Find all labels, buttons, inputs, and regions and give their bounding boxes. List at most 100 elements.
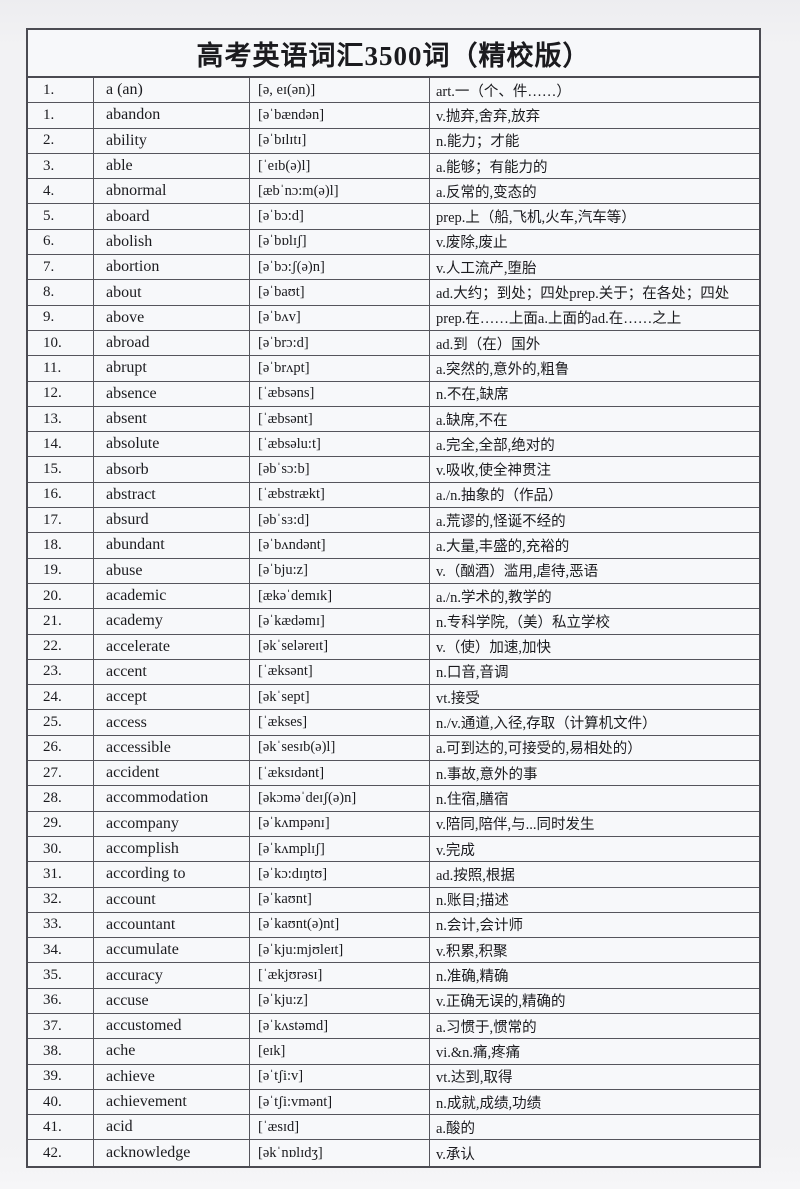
row-number-cell: 37. (43, 1017, 62, 1034)
word-cell: academy (93, 609, 249, 634)
meaning-cell: prep.上（船,飞机,火车,汽车等） (429, 204, 759, 229)
table-row: 19. abuse [əˈbju:z] v.（酗酒）滥用,虐待,恶语 (28, 558, 759, 584)
word-cell: account (93, 887, 249, 912)
meaning-cell: a./n.抽象的（作品） (429, 482, 759, 508)
phonetic-cell: [ə, eɪ(ən)] (249, 78, 429, 103)
phonetic-cell: [əˈbʌv] (249, 305, 429, 330)
meaning-cell: v.人工流产,堕胎 (429, 255, 759, 280)
meaning-cell: prep.在……上面a.上面的ad.在……之上 (429, 305, 759, 330)
word-cell: about (93, 280, 249, 305)
phonetic-cell: [əbˈsɔ:b] (249, 457, 429, 482)
meaning-cell: v.承认 (429, 1140, 759, 1166)
row-number-cell: 28. (43, 789, 62, 806)
row-number-cell: 7. (43, 258, 55, 275)
row-number-cell: 24. (43, 688, 62, 705)
row-number-cell: 12. (43, 385, 62, 402)
phonetic-cell: [əˈkaʊnt(ə)nt] (249, 912, 429, 938)
word-cell: absurd (93, 508, 249, 533)
table-row: 1. a (an) [ə, eɪ(ən)] art.一（个、件……） (28, 78, 759, 104)
word-cell: able (93, 153, 249, 179)
word-cell: accessible (93, 735, 249, 761)
word-cell: acknowledge (93, 1140, 249, 1166)
meaning-cell: ad.按照,根据 (429, 862, 759, 887)
word-cell: abundant (93, 533, 249, 558)
table-row: 5. aboard [əˈbɔ:d] prep.上（船,飞机,火车,汽车等） (28, 204, 759, 230)
phonetic-cell: [əˈkaʊnt] (249, 887, 429, 912)
row-number-cell: 5. (43, 208, 55, 225)
row-number-cell: 42. (43, 1144, 62, 1161)
phonetic-cell: [ˈæksənt] (249, 659, 429, 685)
row-number-cell: 38. (43, 1042, 62, 1059)
phonetic-cell: [əkˈsept] (249, 685, 429, 710)
row-number-cell: 29. (43, 815, 62, 832)
table-row: 1. abandon [əˈbændən] v.抛弃,舍弃,放弃 (28, 103, 759, 129)
word-cell: accelerate (93, 634, 249, 659)
row-number-cell: 19. (43, 562, 62, 579)
phonetic-cell: [ækəˈdemɪk] (249, 583, 429, 609)
table-row: 31. according to [əˈkɔ:dɪŋtʊ] ad.按照,根据 (28, 862, 759, 888)
phonetic-cell: [əˈbɪlɪtɪ] (249, 128, 429, 153)
word-cell: absent (93, 406, 249, 432)
row-number-cell: 2. (43, 132, 55, 149)
word-cell: acid (93, 1115, 249, 1140)
row-number-cell: 36. (43, 992, 62, 1009)
phonetic-cell: [əˈkju:mjʊleɪt] (249, 938, 429, 963)
meaning-cell: a./n.学术的,教学的 (429, 583, 759, 609)
meaning-cell: ad.到（在）国外 (429, 330, 759, 356)
table-row: 29. accompany [əˈkʌmpənɪ] v.陪同,陪伴,与...同时… (28, 811, 759, 837)
table-row: 4. abnormal [æbˈnɔ:m(ə)l] a.反常的,变态的 (28, 179, 759, 205)
meaning-cell: a.缺席,不在 (429, 406, 759, 432)
table-row: 40. achievement [əˈtʃi:vmənt] n.成就,成绩,功绩 (28, 1089, 759, 1116)
word-cell: accommodation (93, 786, 249, 811)
meaning-cell: n.能力；才能 (429, 128, 759, 153)
table-row: 13. absent [ˈæbsənt] a.缺席,不在 (28, 406, 759, 433)
word-cell: accident (93, 761, 249, 786)
meaning-cell: ad.大约；到处；四处prep.关于；在各处；四处 (429, 280, 759, 305)
table-row: 15. absorb [əbˈsɔ:b] v.吸收,使全神贯注 (28, 457, 759, 483)
word-cell: aboard (93, 204, 249, 229)
word-cell: abortion (93, 255, 249, 280)
table-row: 16. abstract [ˈæbstrækt] a./n.抽象的（作品） (28, 482, 759, 509)
word-cell: above (93, 305, 249, 330)
meaning-cell: v.陪同,陪伴,与...同时发生 (429, 811, 759, 836)
row-number-cell: 15. (43, 461, 62, 478)
vocab-table-body: 1. a (an) [ə, eɪ(ən)] art.一（个、件……） 1. ab… (28, 78, 759, 1166)
phonetic-cell: [ˈæbstrækt] (249, 482, 429, 508)
meaning-cell: v.（酗酒）滥用,虐待,恶语 (429, 558, 759, 583)
table-row: 24. accept [əkˈsept] vt.接受 (28, 685, 759, 711)
row-number-cell: 33. (43, 916, 62, 933)
meaning-cell: vt.达到,取得 (429, 1064, 759, 1089)
table-row: 18. abundant [əˈbʌndənt] a.大量,丰盛的,充裕的 (28, 533, 759, 559)
row-number-cell: 21. (43, 612, 62, 629)
phonetic-cell: [əkɔməˈdeɪʃ(ə)n] (249, 786, 429, 811)
phonetic-cell: [ˈæsɪd] (249, 1115, 429, 1140)
table-row: 38. ache [eɪk] vi.&n.痛,疼痛 (28, 1039, 759, 1065)
meaning-cell: v.抛弃,舍弃,放弃 (429, 103, 759, 128)
meaning-cell: a.荒谬的,怪诞不经的 (429, 508, 759, 533)
meaning-cell: a.大量,丰盛的,充裕的 (429, 533, 759, 558)
word-cell: accuracy (93, 963, 249, 988)
table-row: 12. absence [ˈæbsəns] n.不在,缺席 (28, 381, 759, 407)
phonetic-cell: [əkˈsesɪb(ə)l] (249, 735, 429, 761)
meaning-cell: a.能够；有能力的 (429, 153, 759, 179)
word-cell: abuse (93, 558, 249, 583)
row-number-cell: 14. (43, 435, 62, 452)
phonetic-cell: [ˈeɪb(ə)l] (249, 153, 429, 179)
meaning-cell: n.住宿,膳宿 (429, 786, 759, 811)
table-row: 27. accident [ˈæksɪdənt] n.事故,意外的事 (28, 761, 759, 787)
phonetic-cell: [əkˈnɒlɪdʒ] (249, 1140, 429, 1166)
table-row: 36. accuse [əˈkju:z] v.正确无误的,精确的 (28, 988, 759, 1014)
phonetic-cell: [əˈtʃi:v] (249, 1064, 429, 1089)
row-number-cell: 3. (43, 157, 55, 174)
table-row: 6. abolish [əˈbɒlɪʃ] v.废除,废止 (28, 229, 759, 256)
table-row: 22. accelerate [əkˈseləreɪt] v.（使）加速,加快 (28, 634, 759, 660)
phonetic-cell: [əˈkædəmɪ] (249, 609, 429, 634)
table-row: 9. above [əˈbʌv] prep.在……上面a.上面的ad.在……之上 (28, 305, 759, 331)
row-number-cell: 4. (43, 182, 55, 199)
table-row: 42. acknowledge [əkˈnɒlɪdʒ] v.承认 (28, 1140, 759, 1166)
table-row: 34. accumulate [əˈkju:mjʊleɪt] v.积累,积聚 (28, 938, 759, 964)
row-number-cell: 34. (43, 941, 62, 958)
word-cell: abolish (93, 229, 249, 255)
table-row: 32. account [əˈkaʊnt] n.账目;描述 (28, 887, 759, 913)
meaning-cell: v.完成 (429, 836, 759, 862)
